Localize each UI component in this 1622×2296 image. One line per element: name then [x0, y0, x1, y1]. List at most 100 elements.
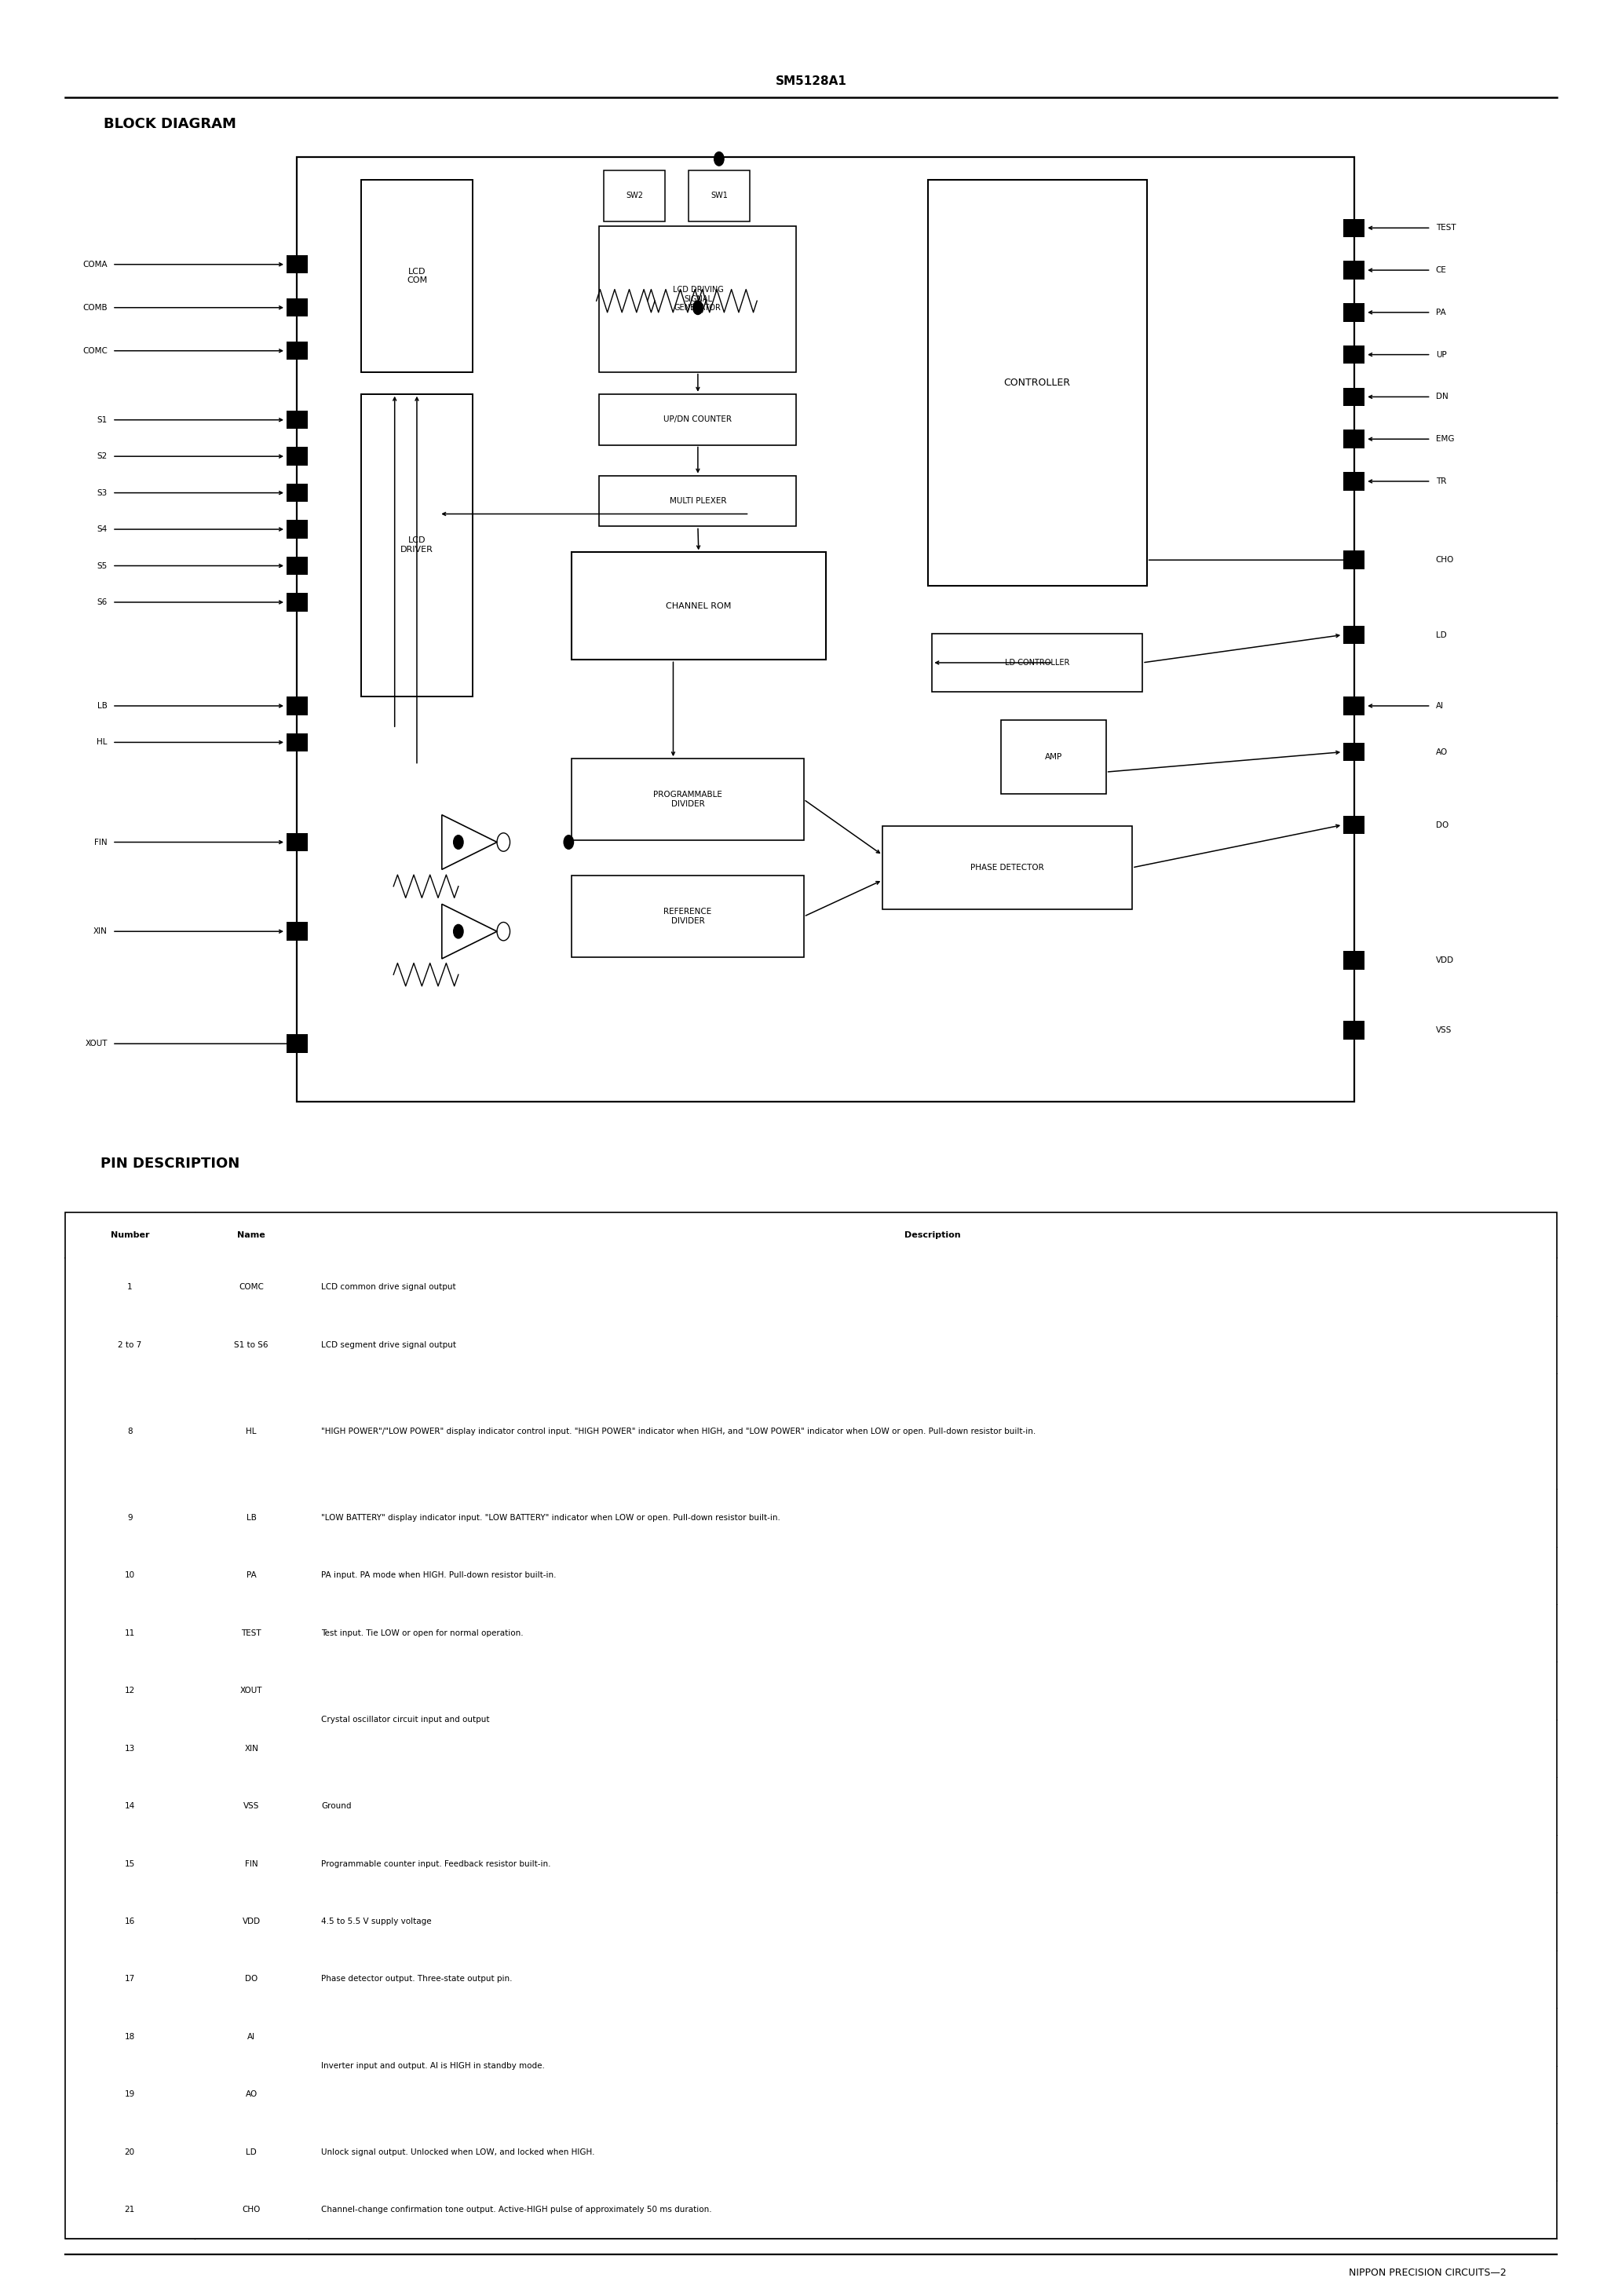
Text: AMP: AMP	[1045, 753, 1062, 762]
Bar	[599, 225, 796, 372]
Bar	[287, 732, 308, 751]
Bar	[1343, 627, 1364, 645]
Text: PA input. PA mode when HIGH. Pull-down resistor built-in.: PA input. PA mode when HIGH. Pull-down r…	[321, 1570, 556, 1580]
Text: S2: S2	[97, 452, 107, 459]
Bar	[933, 634, 1142, 691]
Text: SM5128A1: SM5128A1	[775, 76, 847, 87]
Text: VDD: VDD	[1435, 957, 1453, 964]
Text: Programmable counter input. Feedback resistor built-in.: Programmable counter input. Feedback res…	[321, 1860, 551, 1867]
Text: S3: S3	[97, 489, 107, 496]
Bar	[599, 395, 796, 445]
Text: 17: 17	[125, 1975, 135, 1984]
Text: XIN: XIN	[245, 1745, 258, 1752]
Bar	[287, 255, 308, 273]
Text: TEST: TEST	[1435, 225, 1457, 232]
Text: CONTROLLER: CONTROLLER	[1004, 379, 1071, 388]
Bar	[1001, 721, 1106, 794]
Text: 1: 1	[127, 1283, 133, 1290]
Text: CHO: CHO	[1435, 556, 1455, 565]
Text: UP: UP	[1435, 351, 1447, 358]
Text: PHASE DETECTOR: PHASE DETECTOR	[970, 863, 1045, 872]
Bar	[362, 179, 472, 372]
Text: COMB: COMB	[83, 303, 107, 312]
Text: SW2: SW2	[626, 193, 642, 200]
Text: VDD: VDD	[242, 1917, 261, 1926]
Bar	[1343, 1022, 1364, 1040]
Text: XOUT: XOUT	[240, 1688, 263, 1694]
Text: AI: AI	[248, 2032, 255, 2041]
Text: Description: Description	[905, 1231, 960, 1240]
Text: Phase detector output. Three-state output pin.: Phase detector output. Three-state outpu…	[321, 1975, 513, 1984]
Text: AI: AI	[1435, 703, 1444, 709]
Bar	[1343, 551, 1364, 569]
Text: LCD segment drive signal output: LCD segment drive signal output	[321, 1341, 456, 1348]
Text: Crystal oscillator circuit input and output: Crystal oscillator circuit input and out…	[321, 1715, 490, 1724]
Bar	[928, 179, 1147, 585]
Text: AO: AO	[245, 2089, 258, 2099]
Text: S1: S1	[97, 416, 107, 425]
Text: 20: 20	[125, 2149, 135, 2156]
Bar	[1343, 551, 1364, 569]
Text: Name: Name	[237, 1231, 266, 1240]
Text: VSS: VSS	[1435, 1026, 1452, 1033]
Bar	[882, 827, 1132, 909]
Text: "HIGH POWER"/"LOW POWER" display indicator control input. "HIGH POWER" indicator: "HIGH POWER"/"LOW POWER" display indicat…	[321, 1428, 1036, 1435]
Text: AO: AO	[1435, 748, 1448, 755]
Text: XOUT: XOUT	[84, 1040, 107, 1047]
Text: 19: 19	[125, 2089, 135, 2099]
Bar	[287, 556, 308, 574]
Text: COMA: COMA	[83, 259, 107, 269]
Text: CHO: CHO	[242, 2206, 261, 2213]
Text: COMC: COMC	[238, 1283, 264, 1290]
Bar	[1343, 696, 1364, 714]
Bar	[603, 170, 665, 220]
Bar	[287, 342, 308, 360]
Bar	[65, 1212, 1557, 2239]
Text: Ground: Ground	[321, 1802, 352, 1809]
Text: Inverter input and output. AI is HIGH in standby mode.: Inverter input and output. AI is HIGH in…	[321, 2062, 545, 2069]
Circle shape	[454, 836, 464, 850]
Text: LCD
DRIVER: LCD DRIVER	[401, 537, 433, 553]
Bar	[1343, 262, 1364, 280]
Text: DO: DO	[1435, 822, 1448, 829]
Text: 12: 12	[125, 1688, 135, 1694]
Text: LCD common drive signal output: LCD common drive signal output	[321, 1283, 456, 1290]
Text: LD CONTROLLER: LD CONTROLLER	[1006, 659, 1069, 666]
Text: CE: CE	[1435, 266, 1447, 273]
Bar	[1343, 388, 1364, 406]
Text: LCD
COM: LCD COM	[407, 266, 427, 285]
Bar	[1343, 344, 1364, 363]
Bar	[1343, 951, 1364, 969]
Text: UP/DN COUNTER: UP/DN COUNTER	[663, 416, 732, 422]
Bar	[571, 758, 805, 840]
Text: 15: 15	[125, 1860, 135, 1867]
Text: FIN: FIN	[245, 1860, 258, 1867]
Bar	[1343, 815, 1364, 833]
Circle shape	[714, 152, 723, 165]
Circle shape	[693, 301, 702, 315]
Text: HL: HL	[247, 1428, 256, 1435]
Text: 11: 11	[125, 1630, 135, 1637]
Text: 18: 18	[125, 2032, 135, 2041]
Bar	[287, 592, 308, 611]
Text: 14: 14	[125, 1802, 135, 1809]
Bar	[688, 170, 749, 220]
Bar	[287, 1035, 308, 1054]
Text: Unlock signal output. Unlocked when LOW, and locked when HIGH.: Unlock signal output. Unlocked when LOW,…	[321, 2149, 595, 2156]
Bar	[1343, 218, 1364, 236]
Bar	[362, 395, 472, 696]
Bar	[1343, 473, 1364, 491]
Text: LD: LD	[247, 2149, 256, 2156]
Text: CHANNEL ROM: CHANNEL ROM	[667, 602, 732, 611]
Bar	[287, 923, 308, 941]
Text: LD: LD	[1435, 631, 1447, 638]
Bar	[287, 696, 308, 714]
Bar	[287, 833, 308, 852]
Text: LCD DRIVING
SIGNAL
GENERATOR: LCD DRIVING SIGNAL GENERATOR	[673, 287, 723, 312]
Text: 10: 10	[125, 1570, 135, 1580]
Text: Number: Number	[110, 1231, 149, 1240]
Text: DO: DO	[245, 1975, 258, 1984]
Bar	[1343, 303, 1364, 321]
Text: PA: PA	[1435, 308, 1445, 317]
Text: VSS: VSS	[243, 1802, 260, 1809]
